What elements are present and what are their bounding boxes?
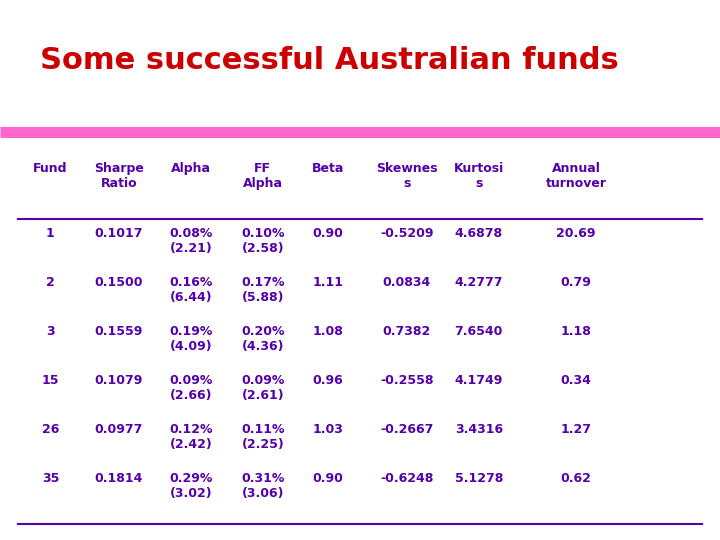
Text: 0.1079: 0.1079 <box>94 374 143 387</box>
Text: 35: 35 <box>42 472 59 485</box>
Text: 4.6878: 4.6878 <box>455 227 503 240</box>
Text: Alpha: Alpha <box>171 162 211 175</box>
Text: 1: 1 <box>46 227 55 240</box>
Text: 0.29%
(3.02): 0.29% (3.02) <box>169 472 212 500</box>
Text: -0.2667: -0.2667 <box>380 423 433 436</box>
Text: FF
Alpha: FF Alpha <box>243 162 283 190</box>
Text: 26: 26 <box>42 423 59 436</box>
Text: 0.08%
(2.21): 0.08% (2.21) <box>169 227 212 255</box>
Text: 1.27: 1.27 <box>560 423 592 436</box>
Text: 0.1814: 0.1814 <box>94 472 143 485</box>
Text: -0.5209: -0.5209 <box>380 227 433 240</box>
Text: Annual
turnover: Annual turnover <box>546 162 606 190</box>
Text: 0.20%
(4.36): 0.20% (4.36) <box>241 325 284 353</box>
Text: 2: 2 <box>46 276 55 289</box>
Text: Some successful Australian funds: Some successful Australian funds <box>40 46 618 75</box>
Text: 0.16%
(6.44): 0.16% (6.44) <box>169 276 212 304</box>
Text: 0.09%
(2.61): 0.09% (2.61) <box>241 374 284 402</box>
Text: 1.18: 1.18 <box>561 325 591 338</box>
Text: 4.2777: 4.2777 <box>454 276 503 289</box>
Text: Beta: Beta <box>312 162 343 175</box>
Text: -0.6248: -0.6248 <box>380 472 433 485</box>
Text: 0.79: 0.79 <box>561 276 591 289</box>
Text: 0.62: 0.62 <box>561 472 591 485</box>
Text: 0.34: 0.34 <box>561 374 591 387</box>
Text: 1.11: 1.11 <box>312 276 343 289</box>
Text: 4.1749: 4.1749 <box>454 374 503 387</box>
Text: 0.09%
(2.66): 0.09% (2.66) <box>169 374 212 402</box>
Text: 0.19%
(4.09): 0.19% (4.09) <box>169 325 212 353</box>
Text: 0.0834: 0.0834 <box>382 276 431 289</box>
Text: 0.1017: 0.1017 <box>94 227 143 240</box>
Text: 0.12%
(2.42): 0.12% (2.42) <box>169 423 212 451</box>
Text: 0.1500: 0.1500 <box>94 276 143 289</box>
Text: 0.17%
(5.88): 0.17% (5.88) <box>241 276 284 304</box>
Text: Kurtosi
s: Kurtosi s <box>454 162 504 190</box>
Text: 0.96: 0.96 <box>312 374 343 387</box>
Text: 0.11%
(2.25): 0.11% (2.25) <box>241 423 284 451</box>
Text: Sharpe
Ratio: Sharpe Ratio <box>94 162 144 190</box>
Text: 0.90: 0.90 <box>312 472 343 485</box>
Text: 0.7382: 0.7382 <box>382 325 431 338</box>
Text: 0.10%
(2.58): 0.10% (2.58) <box>241 227 284 255</box>
Text: -0.2558: -0.2558 <box>380 374 433 387</box>
Text: 20.69: 20.69 <box>557 227 595 240</box>
Text: 3.4316: 3.4316 <box>455 423 503 436</box>
Text: Skewnes
s: Skewnes s <box>376 162 438 190</box>
Text: 0.90: 0.90 <box>312 227 343 240</box>
Text: 1.03: 1.03 <box>312 423 343 436</box>
Text: Fund: Fund <box>33 162 68 175</box>
Text: 0.1559: 0.1559 <box>94 325 143 338</box>
Text: 0.0977: 0.0977 <box>94 423 143 436</box>
Text: 7.6540: 7.6540 <box>454 325 503 338</box>
Text: 1.08: 1.08 <box>312 325 343 338</box>
Text: 5.1278: 5.1278 <box>454 472 503 485</box>
Text: 15: 15 <box>42 374 59 387</box>
Text: 3: 3 <box>46 325 55 338</box>
Text: 0.31%
(3.06): 0.31% (3.06) <box>241 472 284 500</box>
